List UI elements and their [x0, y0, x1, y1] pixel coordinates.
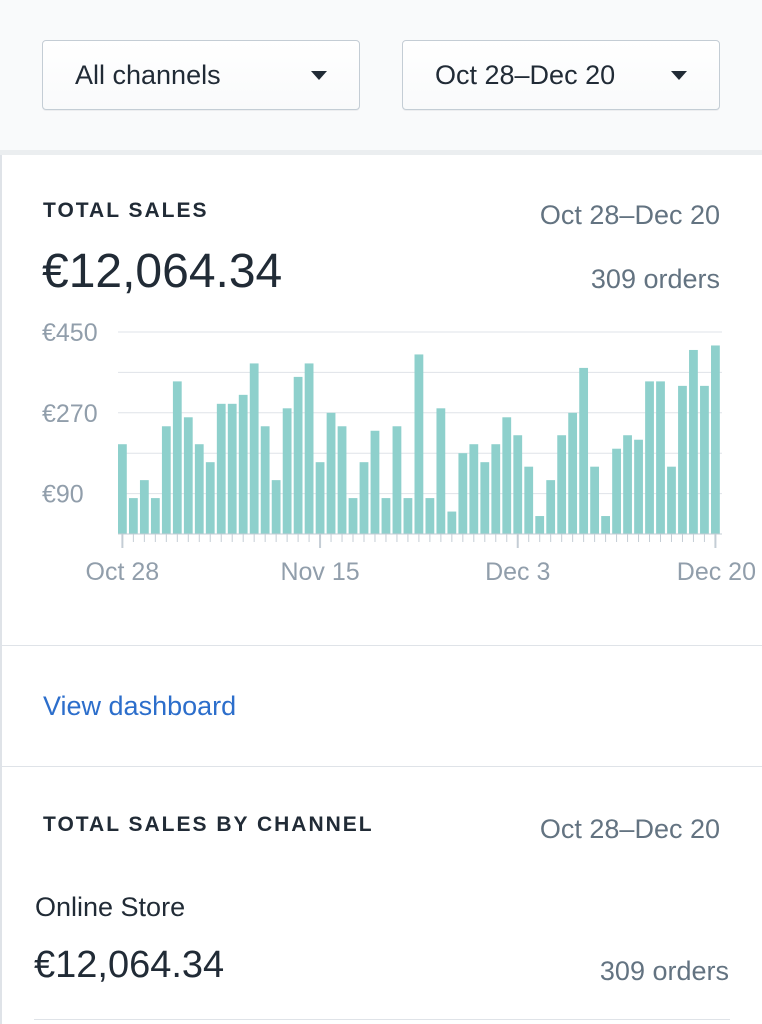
chart-bar[interactable]	[403, 498, 413, 534]
chart-bar[interactable]	[491, 444, 501, 534]
x-tick-label: Dec 3	[485, 558, 550, 586]
chart-bars	[118, 345, 720, 534]
chart-bar[interactable]	[260, 426, 270, 534]
chart-bar[interactable]	[436, 408, 446, 534]
chart-bar[interactable]	[337, 426, 347, 534]
total-sales-title: TOTAL SALES	[43, 199, 209, 222]
x-tick-label: Oct 28	[86, 558, 160, 586]
total-sales-orders: 309 orders	[590, 264, 720, 294]
chart-bar[interactable]	[568, 412, 578, 534]
chart-bar[interactable]	[282, 408, 292, 534]
y-tick-label: €450	[42, 319, 98, 347]
view-dashboard-link[interactable]: View dashboard	[43, 691, 237, 721]
chart-bar[interactable]	[590, 466, 600, 534]
chart-bar[interactable]	[458, 453, 468, 534]
chart-bar[interactable]	[656, 381, 665, 534]
chart-bar[interactable]	[227, 403, 237, 534]
chart-bar[interactable]	[678, 385, 687, 534]
chart-bar[interactable]	[557, 435, 567, 534]
date-range-dropdown[interactable]: Oct 28–Dec 20	[402, 40, 720, 110]
total-sales-amount: €12,064.34	[42, 245, 283, 298]
left-border	[0, 0, 2, 1024]
chart-bar[interactable]	[425, 498, 435, 534]
chart-bar[interactable]	[150, 498, 160, 534]
chart-bar[interactable]	[359, 462, 369, 534]
row-divider	[34, 1019, 730, 1020]
chart-bar[interactable]	[249, 363, 259, 534]
chart-bar[interactable]	[392, 426, 402, 534]
channel-dropdown-label: All channels	[75, 59, 221, 90]
channel-name: Online Store	[35, 892, 186, 922]
chart-x-labels: Oct 28 Nov 15 Dec 3 Dec 20	[86, 558, 756, 586]
filter-bar: All channels Oct 28–Dec 20	[0, 0, 762, 150]
chart-bar[interactable]	[216, 403, 226, 534]
caret-down-icon	[311, 70, 327, 80]
chart-bar[interactable]	[370, 430, 380, 534]
chart-bar[interactable]	[711, 345, 720, 534]
chart-bar[interactable]	[205, 462, 215, 534]
channel-orders: 309 orders	[599, 956, 729, 986]
x-tick-label: Nov 15	[280, 558, 359, 586]
chart-bar[interactable]	[579, 367, 589, 534]
sales-by-channel-date-range: Oct 28–Dec 20	[539, 814, 720, 844]
chart-bar[interactable]	[535, 516, 545, 534]
chart-bar[interactable]	[502, 417, 512, 534]
total-sales-date-range: Oct 28–Dec 20	[539, 200, 720, 230]
chart-bar[interactable]	[172, 381, 182, 534]
chart-bar[interactable]	[634, 439, 643, 534]
chart-bar[interactable]	[513, 435, 523, 534]
chart-bar[interactable]	[348, 498, 358, 534]
section-divider	[0, 150, 762, 155]
chart-bar[interactable]	[118, 444, 127, 534]
sales-bar-chart: €450 €270 €90 Oct 28 Nov 15 Dec 3 Dec 20	[42, 319, 756, 586]
chart-bar[interactable]	[480, 462, 490, 534]
chart-bar[interactable]	[645, 381, 654, 534]
chart-bar[interactable]	[381, 498, 391, 534]
chart-bar[interactable]	[414, 354, 424, 534]
channel-dropdown[interactable]: All channels	[42, 40, 360, 110]
chart-bar[interactable]	[128, 498, 138, 534]
chart-x-axis	[118, 533, 722, 548]
chart-bar[interactable]	[524, 466, 534, 534]
chart-bar[interactable]	[326, 412, 336, 534]
caret-down-icon	[671, 70, 687, 80]
date-range-dropdown-label: Oct 28–Dec 20	[435, 59, 616, 90]
chart-bar[interactable]	[271, 480, 281, 534]
card-divider	[0, 645, 762, 646]
chart-bar[interactable]	[183, 417, 193, 534]
card-divider	[0, 766, 762, 767]
y-tick-label: €90	[42, 481, 84, 509]
chart-bar[interactable]	[139, 480, 149, 534]
chart-bar[interactable]	[238, 394, 248, 534]
chart-bar[interactable]	[447, 511, 457, 534]
chart-bar[interactable]	[623, 435, 632, 534]
chart-bar[interactable]	[194, 444, 204, 534]
y-tick-label: €270	[42, 400, 98, 428]
chart-bar[interactable]	[304, 363, 314, 534]
chart-bar[interactable]	[293, 376, 303, 534]
channel-amount: €12,064.34	[34, 944, 225, 986]
chart-bar[interactable]	[612, 448, 621, 534]
x-tick-label: Dec 20	[677, 558, 756, 586]
chart-bar[interactable]	[315, 462, 325, 534]
chart-bar[interactable]	[161, 426, 171, 534]
chart-bar[interactable]	[546, 480, 556, 534]
chart-y-labels: €450 €270 €90	[42, 319, 98, 509]
chart-bar[interactable]	[667, 466, 676, 534]
chart-bar[interactable]	[689, 349, 698, 534]
chart-bar[interactable]	[700, 385, 709, 534]
sales-by-channel-title: TOTAL SALES BY CHANNEL	[43, 813, 374, 836]
chart-bar[interactable]	[469, 444, 479, 534]
chart-bar[interactable]	[601, 516, 610, 534]
